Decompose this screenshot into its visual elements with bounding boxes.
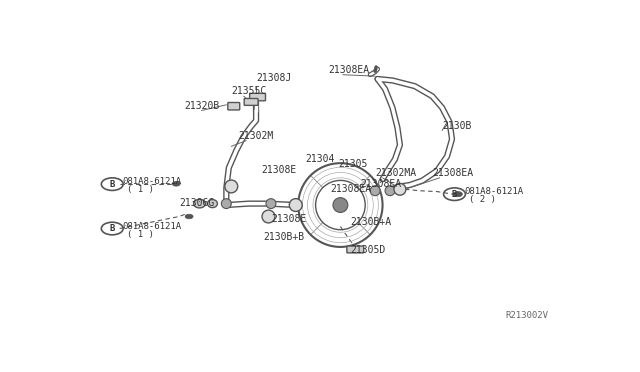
Text: 21320B: 21320B bbox=[184, 100, 220, 110]
Text: 21308J: 21308J bbox=[256, 73, 291, 83]
Text: 21302M: 21302M bbox=[239, 131, 274, 141]
Text: 21308EA: 21308EA bbox=[330, 184, 372, 193]
Text: 21305: 21305 bbox=[338, 159, 367, 169]
Ellipse shape bbox=[262, 210, 275, 223]
Ellipse shape bbox=[225, 180, 237, 193]
Text: 21308E: 21308E bbox=[261, 165, 296, 175]
Ellipse shape bbox=[193, 199, 205, 208]
Ellipse shape bbox=[221, 199, 231, 209]
Text: 081A8-6121A: 081A8-6121A bbox=[465, 187, 524, 196]
Text: 21305D: 21305D bbox=[350, 245, 385, 255]
Text: 21308EA: 21308EA bbox=[360, 179, 401, 189]
FancyBboxPatch shape bbox=[228, 103, 240, 110]
Text: 2130B+A: 2130B+A bbox=[350, 217, 392, 227]
Ellipse shape bbox=[207, 200, 218, 208]
Circle shape bbox=[454, 192, 463, 197]
Text: 21304: 21304 bbox=[306, 154, 335, 164]
Text: 21306G: 21306G bbox=[179, 198, 214, 208]
Text: ( 1 ): ( 1 ) bbox=[127, 230, 154, 238]
Text: B: B bbox=[109, 224, 115, 233]
Ellipse shape bbox=[333, 198, 348, 212]
Text: 2130B+B: 2130B+B bbox=[264, 232, 305, 242]
Circle shape bbox=[185, 214, 193, 219]
Text: 2130B: 2130B bbox=[442, 121, 472, 131]
Ellipse shape bbox=[266, 199, 276, 209]
Text: B: B bbox=[109, 180, 115, 189]
Text: B: B bbox=[452, 190, 457, 199]
Text: 21302MA: 21302MA bbox=[375, 168, 416, 178]
Ellipse shape bbox=[289, 199, 302, 211]
Ellipse shape bbox=[370, 186, 380, 196]
Text: 21308EA: 21308EA bbox=[432, 168, 474, 178]
Text: 21308EA: 21308EA bbox=[328, 65, 369, 75]
Text: R213002V: R213002V bbox=[506, 311, 548, 320]
Text: 081A8-6121A: 081A8-6121A bbox=[122, 177, 181, 186]
Text: 21308E: 21308E bbox=[271, 214, 306, 224]
FancyBboxPatch shape bbox=[244, 99, 258, 105]
Text: 081A8-6121A: 081A8-6121A bbox=[122, 222, 181, 231]
Text: ( 2 ): ( 2 ) bbox=[469, 195, 496, 204]
Text: ( 1 ): ( 1 ) bbox=[127, 185, 154, 194]
FancyBboxPatch shape bbox=[347, 246, 364, 253]
Text: 21355C: 21355C bbox=[231, 86, 266, 96]
FancyBboxPatch shape bbox=[250, 93, 266, 101]
Ellipse shape bbox=[385, 186, 395, 196]
Circle shape bbox=[172, 182, 180, 186]
Ellipse shape bbox=[394, 183, 406, 195]
